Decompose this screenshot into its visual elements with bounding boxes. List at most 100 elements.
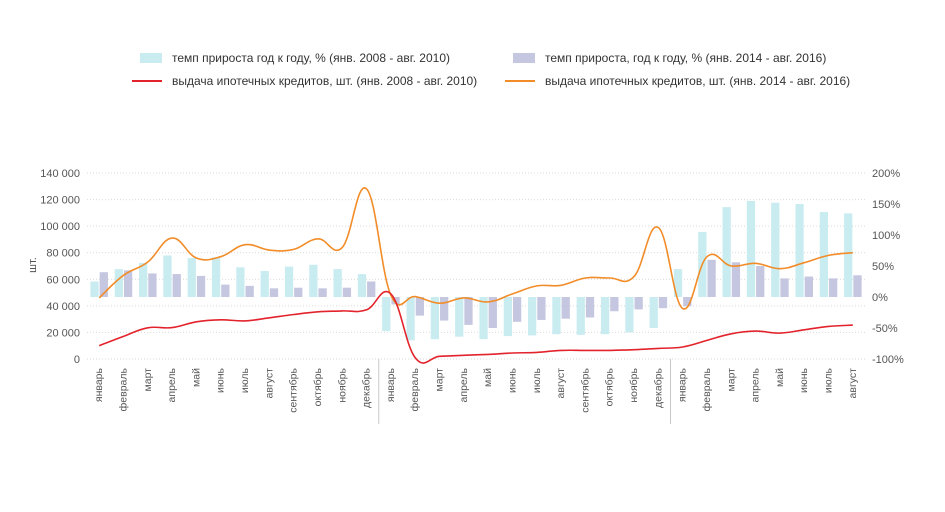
bar-2014 — [512, 297, 522, 322]
bar-2014 — [731, 262, 741, 297]
bar-2014 — [537, 297, 546, 320]
x-tick-label: июнь — [506, 367, 518, 393]
bar-2008 — [187, 257, 196, 297]
bar-2008 — [722, 207, 731, 297]
bar-2008 — [333, 269, 342, 297]
bar-2008 — [479, 297, 488, 340]
bar-2014 — [172, 274, 181, 297]
bar-2008 — [163, 255, 172, 297]
bar-2014 — [196, 275, 206, 297]
bar-2014 — [440, 297, 449, 321]
y-left-tick-label: 40 000 — [46, 301, 80, 313]
x-tick-label: январь — [385, 367, 397, 402]
bar-2008 — [673, 269, 683, 297]
bar-2014 — [415, 297, 424, 316]
x-tick-label: апрель — [166, 367, 178, 402]
bar-2008 — [309, 264, 318, 297]
bar-2008 — [795, 204, 804, 297]
legend: темп прироста год к году, % (янв. 2008 -… — [132, 51, 850, 88]
bar-2008 — [771, 202, 780, 297]
x-tick-label: ноябрь — [628, 367, 640, 402]
y-left-tick-label: 20 000 — [46, 327, 80, 339]
x-tick-label: декабрь — [361, 367, 373, 407]
x-tick-label: июнь — [798, 367, 810, 393]
bar-2014 — [123, 270, 133, 297]
bar-2014 — [610, 297, 619, 312]
x-tick-label: октябрь — [604, 367, 616, 406]
y-right-tick-label: 0% — [872, 292, 888, 304]
x-tick-label: май — [774, 368, 786, 387]
bar-2014 — [99, 272, 108, 297]
bar-2008 — [746, 200, 756, 297]
bar-2014 — [756, 266, 765, 297]
bar-2014 — [342, 287, 352, 297]
y-left-tick-label: 120 000 — [40, 195, 80, 207]
x-tick-label: апрель — [458, 367, 470, 402]
legend-swatch-bars-2008 — [140, 53, 162, 63]
bar-2008 — [211, 257, 221, 297]
y-left-tick-label: 100 000 — [40, 221, 80, 233]
y-axis-right: -100% -50% 0% 50% 100% 150% 200% — [872, 168, 904, 366]
bar-2014 — [245, 285, 254, 297]
bar-2008 — [844, 213, 853, 297]
bar-2008 — [503, 297, 512, 337]
bar-2008 — [552, 297, 561, 335]
bar-2008 — [576, 297, 585, 335]
x-tick-label: ноябрь — [336, 367, 348, 402]
bar-2014 — [269, 288, 279, 297]
y-axis-unit-label: шт. — [27, 257, 39, 273]
bar-2014 — [634, 297, 643, 310]
bar-2008 — [649, 297, 658, 328]
bar-2014 — [780, 278, 789, 297]
x-tick-label: февраль — [117, 367, 129, 411]
x-tick-label: март — [142, 368, 154, 392]
bar-2014 — [585, 297, 595, 318]
x-tick-label: август — [555, 368, 567, 399]
bar-2008 — [455, 297, 464, 337]
bar-2014 — [561, 297, 570, 319]
legend-label-line-2008: выдача ипотечных кредитов, шт. (янв. 200… — [172, 74, 477, 88]
y-left-tick-label: 0 — [74, 354, 80, 366]
x-tick-label: май — [482, 368, 494, 387]
bar-2008 — [382, 297, 391, 332]
x-tick-label: январь — [677, 367, 689, 402]
y-right-tick-label: -100% — [872, 354, 904, 366]
bar-2014 — [853, 275, 862, 297]
x-axis: январь февраль март апрель май июнь июль август… — [93, 367, 859, 412]
legend-swatch-bars-2014 — [513, 53, 535, 63]
y-right-tick-label: 50% — [872, 261, 894, 273]
legend-label-line-2014: выдача ипотечных кредитов, шт. (янв. 201… — [545, 74, 850, 88]
y-right-tick-label: -50% — [872, 323, 898, 335]
x-tick-label: май — [190, 368, 202, 387]
bar-2008 — [114, 269, 123, 297]
y-right-tick-label: 200% — [872, 168, 900, 180]
y-right-tick-label: 100% — [872, 230, 900, 242]
bar-2014 — [367, 281, 376, 297]
bar-2014 — [488, 297, 497, 328]
x-tick-label: февраль — [409, 367, 421, 411]
x-tick-label: июль — [531, 367, 543, 393]
bar-2008 — [528, 297, 537, 336]
bar-2014 — [658, 297, 668, 309]
y-axis-left: 0 20 000 40 000 60 000 80 000 100 000 120 000 1… — [40, 168, 80, 366]
bar-2008 — [819, 212, 829, 297]
x-tick-label: июль — [823, 367, 835, 393]
bar-2008 — [284, 266, 294, 297]
x-tick-label: июль — [239, 367, 251, 393]
y-left-tick-label: 60 000 — [46, 274, 80, 286]
bar-2008 — [625, 297, 634, 333]
x-tick-label: январь — [93, 367, 105, 402]
bar-2014 — [683, 297, 692, 307]
x-tick-label: октябрь — [312, 367, 324, 406]
x-tick-label: март — [434, 368, 446, 392]
bar-2014 — [829, 278, 838, 297]
line-2008 — [98, 290, 853, 364]
x-tick-label: август — [847, 368, 859, 399]
legend-label-bars-2008: темп прироста год к году, % (янв. 2008 -… — [172, 51, 450, 65]
bar-2014 — [294, 287, 303, 297]
bar-2014 — [318, 288, 327, 297]
x-tick-label: сентябрь — [579, 367, 591, 412]
legend-label-bars-2014: темп прироста, год к году, % (янв. 2014 … — [545, 51, 826, 65]
x-tick-label: март — [725, 368, 737, 392]
x-tick-label: февраль — [701, 367, 713, 411]
